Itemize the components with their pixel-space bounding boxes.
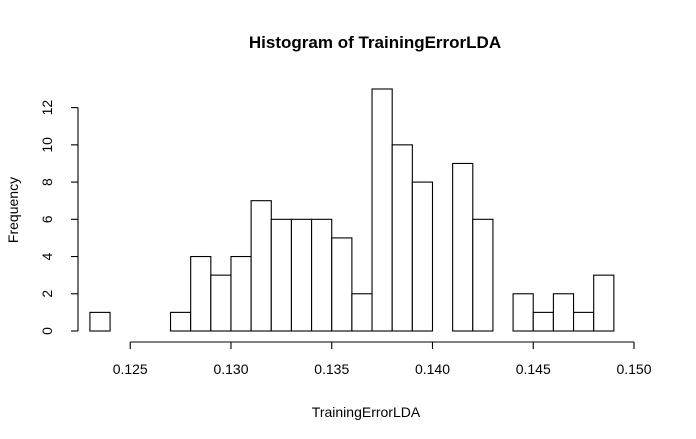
histogram-bar bbox=[250, 200, 272, 332]
y-tick-label: 4 bbox=[39, 252, 55, 260]
x-tick-label: 0.135 bbox=[314, 361, 349, 377]
histogram-bar bbox=[311, 218, 333, 332]
histogram-bar bbox=[411, 181, 434, 332]
histogram-bar bbox=[512, 293, 534, 332]
histogram-bar bbox=[230, 255, 252, 332]
histogram-bar bbox=[210, 274, 232, 332]
histogram-bar bbox=[472, 218, 494, 332]
histogram-bar bbox=[391, 144, 413, 332]
histogram-bar bbox=[331, 237, 353, 332]
x-axis-label: TrainingErrorLDA bbox=[312, 404, 421, 420]
histogram-bar bbox=[552, 293, 575, 332]
x-tick-label: 0.125 bbox=[113, 361, 148, 377]
histogram-bar bbox=[89, 311, 111, 332]
x-tick-label: 0.145 bbox=[516, 361, 551, 377]
histogram-bar bbox=[532, 311, 554, 332]
y-tick-label: 10 bbox=[39, 137, 55, 153]
y-tick-label: 2 bbox=[39, 290, 55, 298]
histogram-bar bbox=[452, 162, 474, 332]
y-tick-label: 12 bbox=[39, 100, 55, 116]
histogram-bar bbox=[270, 218, 292, 332]
histogram-bar bbox=[351, 293, 373, 332]
x-tick-label: 0.140 bbox=[415, 361, 450, 377]
histogram-bar bbox=[572, 311, 595, 332]
histogram-bar bbox=[593, 274, 615, 332]
y-axis: 0 2 4 6 8 10 12 bbox=[39, 100, 79, 335]
histogram-bar bbox=[190, 255, 212, 332]
y-tick-label: 8 bbox=[39, 178, 55, 186]
x-tick-label: 0.130 bbox=[213, 361, 248, 377]
x-axis: 0.125 0.130 0.135 0.140 0.145 0.150 bbox=[113, 341, 652, 377]
y-tick-label: 0 bbox=[39, 327, 55, 335]
histogram-bar bbox=[169, 311, 192, 332]
bars-group bbox=[89, 88, 615, 332]
x-tick-label: 0.150 bbox=[616, 361, 651, 377]
chart-title: Histogram of TrainingErrorLDA bbox=[249, 33, 501, 52]
histogram-bar bbox=[290, 218, 313, 332]
y-axis-label: Frequency bbox=[5, 177, 21, 243]
y-tick-label: 6 bbox=[39, 215, 55, 223]
histogram-bar bbox=[371, 88, 393, 332]
